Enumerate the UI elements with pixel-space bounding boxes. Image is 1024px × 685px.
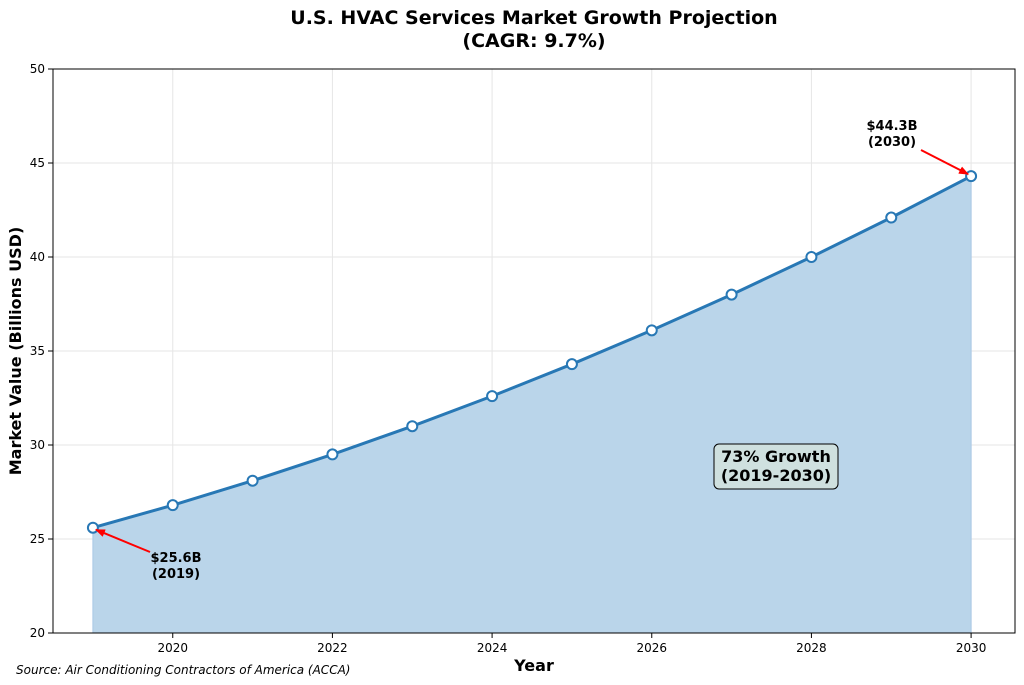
growth-annotation-line1: 73% Growth — [721, 447, 831, 466]
growth-annotation-line2: (2019-2030) — [721, 466, 831, 485]
start-annotation-year: (2019) — [152, 567, 200, 582]
data-point-2025 — [565, 358, 578, 371]
chart-title-line2: (CAGR: 9.7%) — [462, 30, 605, 52]
data-point-2023 — [406, 420, 419, 433]
y-tick-label-35: 35 — [30, 344, 45, 358]
data-point-2029 — [885, 211, 898, 224]
x-axis-label: Year — [513, 656, 554, 675]
x-axis-ticks: 2020 2022 2024 2026 2028 2030 — [157, 633, 986, 655]
data-point-2028 — [805, 251, 818, 263]
x-tick-label-2028: 2028 — [796, 641, 827, 655]
y-tick-label-40: 40 — [30, 250, 45, 264]
series-line — [92, 174, 972, 530]
data-point-2022 — [326, 448, 339, 461]
data-point-2024 — [486, 390, 499, 403]
y-tick-label-45: 45 — [30, 156, 45, 170]
x-tick-label-2030: 2030 — [956, 641, 987, 655]
x-tick-label-2024: 2024 — [477, 641, 508, 655]
start-annotation-value: $25.6B — [150, 551, 201, 566]
data-point-2030 — [965, 170, 978, 183]
data-point-2019 — [86, 521, 99, 534]
y-tick-label-50: 50 — [30, 62, 45, 76]
y-tick-label-20: 20 — [30, 626, 45, 640]
data-point-2021 — [246, 474, 259, 487]
x-tick-label-2020: 2020 — [157, 641, 188, 655]
source-note: Source: Air Conditioning Contractors of … — [16, 663, 350, 677]
end-annotation-arrow — [920, 149, 969, 176]
y-tick-label-25: 25 — [30, 532, 45, 546]
data-point-2027 — [725, 288, 738, 301]
end-annotation-year: (2030) — [868, 135, 916, 150]
data-point-2026 — [645, 324, 658, 337]
x-tick-label-2026: 2026 — [636, 641, 667, 655]
x-tick-label-2022: 2022 — [317, 641, 348, 655]
y-axis-ticks: 20 25 30 35 40 45 50 — [30, 62, 53, 640]
data-points — [86, 170, 978, 534]
chart-title-line1: U.S. HVAC Services Market Growth Project… — [290, 7, 777, 29]
end-annotation-value: $44.3B — [866, 119, 917, 134]
y-axis-label: Market Value (Billions USD) — [6, 227, 25, 476]
growth-annotation-box — [713, 443, 839, 490]
start-annotation-arrow — [94, 528, 151, 553]
y-tick-label-30: 30 — [30, 438, 45, 452]
data-point-2020 — [166, 499, 179, 512]
